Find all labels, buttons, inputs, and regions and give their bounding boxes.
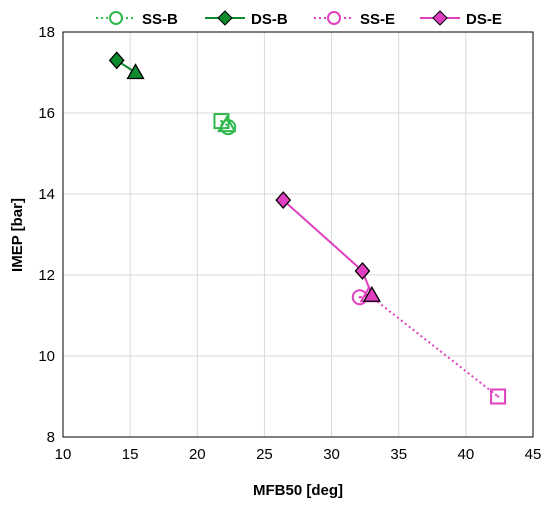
series-layer <box>108 51 507 405</box>
series-ss-e-point-square <box>490 388 507 405</box>
gridlines <box>63 32 533 437</box>
x-tick-label: 15 <box>122 446 139 463</box>
series-ds-e-point-diamond <box>275 191 292 210</box>
y-axis-ticks: 8 10 12 14 16 18 <box>38 24 55 446</box>
series-ss-b <box>213 113 237 136</box>
legend-label-ds-b: DS-B <box>251 11 288 28</box>
series-ss-b-line <box>220 120 230 128</box>
series-ds-e-point-triangle <box>362 285 381 302</box>
legend-marker-ss-b <box>109 11 123 25</box>
y-tick-label: 14 <box>38 186 55 203</box>
y-axis-title: IMEP [bar] <box>9 198 26 272</box>
y-tick-label: 10 <box>38 348 55 365</box>
series-ss-b-point-center <box>226 125 230 129</box>
legend-item-ss-b: SS-B <box>96 11 178 28</box>
series-ss-e-line <box>359 294 499 398</box>
legend-marker-ds-e <box>432 10 448 26</box>
series-ss-e-point-center <box>358 296 361 299</box>
series-ss-b-point-center <box>220 119 223 123</box>
legend-label-ds-e: DS-E <box>466 11 502 28</box>
x-tick-label: 45 <box>525 446 542 463</box>
legend-marker-ss-e <box>327 11 341 25</box>
series-ss-e <box>351 285 507 405</box>
x-axis-ticks: 10 15 20 25 30 35 40 45 <box>55 446 542 463</box>
x-tick-label: 40 <box>458 446 475 463</box>
series-ss-e-point-center <box>496 395 500 398</box>
plot-frame <box>62 31 534 438</box>
y-tick-label: 12 <box>38 267 55 284</box>
series-ds-b-point-triangle <box>126 63 145 80</box>
series-ds-e-line <box>282 199 373 296</box>
legend-item-ds-e: DS-E <box>420 10 502 28</box>
y-tick-label: 8 <box>47 429 55 446</box>
x-tick-label: 20 <box>189 446 206 463</box>
x-tick-label: 25 <box>256 446 273 463</box>
legend-item-ss-e: SS-E <box>314 11 395 28</box>
x-axis-title: MFB50 [deg] <box>253 482 343 499</box>
series-ss-b-point-circle <box>220 119 237 136</box>
series-ds-e-point-diamond <box>354 261 371 280</box>
legend-label-ss-b: SS-B <box>142 11 178 28</box>
y-tick-label: 16 <box>38 105 55 122</box>
legend-marker-ds-b <box>217 10 233 26</box>
x-tick-label: 10 <box>55 446 72 463</box>
legend-label-ss-e: SS-E <box>360 11 395 28</box>
series-ds-b-point-diamond <box>108 51 125 70</box>
legend-item-ds-b: DS-B <box>205 10 288 28</box>
legend: SS-B DS-B SS-E DS-E <box>96 10 502 28</box>
series-ds-e <box>275 191 381 302</box>
series-ds-b <box>108 51 145 80</box>
x-tick-label: 30 <box>323 446 340 463</box>
x-tick-label: 35 <box>390 446 407 463</box>
y-tick-label: 18 <box>38 24 55 41</box>
